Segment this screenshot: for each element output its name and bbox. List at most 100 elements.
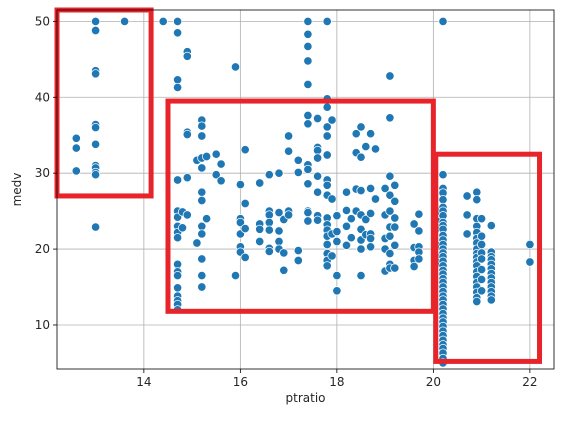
data-point (356, 186, 366, 196)
data-point (486, 295, 496, 305)
data-point (197, 282, 207, 292)
data-point (173, 283, 183, 293)
data-point (327, 115, 337, 125)
data-point (202, 214, 212, 224)
data-point (274, 236, 284, 247)
data-point (177, 223, 188, 233)
data-point (462, 229, 472, 239)
data-point (332, 211, 342, 221)
data-point (91, 139, 101, 149)
data-point (293, 155, 303, 165)
data-point (438, 170, 448, 180)
data-point (197, 163, 207, 173)
data-point (230, 271, 241, 281)
data-point (356, 271, 366, 281)
data-point (197, 221, 207, 231)
data-point (366, 208, 376, 218)
data-point (197, 187, 207, 197)
data-point (341, 187, 352, 197)
data-point (182, 210, 192, 220)
data-point (385, 249, 395, 259)
data-point (332, 236, 342, 247)
data-point (366, 183, 376, 193)
data-point (303, 216, 313, 226)
data-point (322, 131, 332, 141)
data-point (341, 240, 352, 250)
data-point (71, 143, 81, 153)
data-point (173, 75, 183, 85)
x-tick-label: 16 (233, 375, 248, 389)
data-point (385, 113, 395, 123)
data-point (71, 133, 81, 143)
data-point (390, 213, 400, 223)
data-point (366, 233, 376, 244)
y-tick-label: 10 (35, 318, 50, 332)
data-point (197, 254, 207, 264)
data-point (322, 180, 332, 190)
data-point (182, 51, 192, 61)
data-point (91, 25, 101, 36)
data-point (322, 122, 332, 132)
data-point (322, 150, 332, 160)
data-point (525, 239, 535, 250)
data-point (332, 227, 342, 237)
data-point (293, 255, 303, 266)
data-point (477, 265, 487, 275)
data-point (240, 145, 250, 155)
data-point (385, 190, 395, 200)
data-point (390, 240, 400, 250)
data-point (264, 210, 274, 220)
data-point (366, 129, 376, 139)
data-point (274, 208, 284, 218)
data-point (356, 122, 366, 132)
data-point (158, 16, 168, 26)
data-point (173, 16, 183, 26)
data-point (472, 296, 482, 307)
data-point (173, 28, 183, 38)
data-point (390, 222, 400, 232)
data-point (230, 62, 241, 72)
data-point (477, 214, 487, 224)
x-tick-label: 18 (329, 375, 344, 389)
data-point (313, 215, 323, 225)
data-point (303, 79, 313, 89)
data-point (327, 251, 337, 261)
data-point (346, 233, 356, 243)
data-point (284, 210, 294, 220)
data-point (279, 248, 289, 258)
data-point (366, 242, 376, 252)
data-point (182, 173, 192, 183)
data-point (322, 261, 332, 271)
data-point (356, 244, 366, 254)
data-point (303, 208, 313, 218)
y-axis-label: medv (10, 173, 24, 207)
data-point (414, 254, 424, 264)
data-point (356, 152, 366, 162)
y-tick-label: 30 (35, 166, 50, 180)
y-tick-label: 20 (35, 242, 50, 256)
data-point (303, 29, 313, 39)
data-point (322, 102, 332, 112)
data-point (390, 196, 400, 206)
data-point (414, 209, 424, 219)
data-point (192, 238, 202, 248)
data-point (91, 123, 101, 133)
data-point (197, 195, 207, 206)
data-point (173, 271, 183, 281)
data-point (438, 195, 448, 205)
data-point (284, 146, 294, 156)
data-point (303, 110, 313, 121)
data-point (274, 168, 284, 178)
data-point (91, 170, 101, 180)
data-point (202, 151, 212, 162)
x-tick-label: 20 (426, 375, 441, 389)
data-point (240, 198, 250, 209)
x-axis-ticks: 14 16 18 20 22 (136, 369, 538, 389)
data-point (477, 231, 487, 241)
data-point (385, 71, 395, 81)
data-point (197, 271, 207, 281)
x-axis-label: ptratio (286, 391, 326, 405)
data-point (341, 221, 352, 231)
data-point (120, 16, 130, 26)
